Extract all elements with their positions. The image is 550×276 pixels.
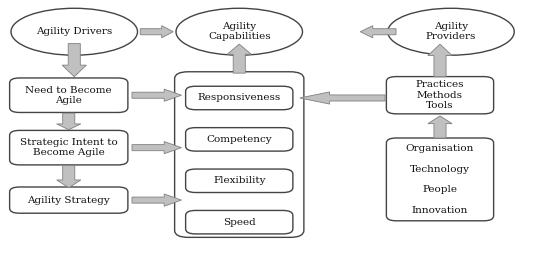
Text: Speed: Speed [223, 218, 256, 227]
Text: Agility Strategy: Agility Strategy [28, 196, 110, 205]
Text: Flexibility: Flexibility [213, 176, 266, 185]
FancyBboxPatch shape [175, 72, 304, 237]
Text: Practices
Methods
Tools: Practices Methods Tools [416, 80, 464, 110]
FancyArrow shape [62, 44, 86, 77]
Text: Agility
Providers: Agility Providers [426, 22, 476, 41]
Text: Strategic Intent to
Become Agile: Strategic Intent to Become Agile [20, 138, 118, 157]
FancyBboxPatch shape [186, 210, 293, 234]
FancyBboxPatch shape [186, 128, 293, 151]
Ellipse shape [11, 8, 138, 55]
FancyBboxPatch shape [186, 169, 293, 193]
FancyArrow shape [227, 44, 251, 73]
FancyArrow shape [132, 142, 182, 154]
FancyBboxPatch shape [386, 138, 494, 221]
FancyArrow shape [132, 89, 182, 101]
FancyArrow shape [132, 194, 182, 206]
FancyArrow shape [428, 44, 452, 77]
Text: Responsiveness: Responsiveness [197, 94, 281, 102]
Text: Agility
Capabilities: Agility Capabilities [208, 22, 271, 41]
FancyBboxPatch shape [10, 187, 128, 213]
FancyArrow shape [57, 113, 81, 130]
Text: Competency: Competency [206, 135, 272, 144]
FancyArrow shape [140, 26, 173, 38]
Text: Organisation

Technology

People

Innovation: Organisation Technology People Innovatio… [406, 144, 474, 215]
FancyArrow shape [57, 166, 81, 188]
FancyBboxPatch shape [186, 86, 293, 110]
Ellipse shape [388, 8, 514, 55]
FancyArrow shape [300, 92, 385, 104]
FancyArrow shape [428, 116, 452, 138]
Text: Need to Become
Agile: Need to Become Agile [25, 86, 112, 105]
Text: Agility Drivers: Agility Drivers [36, 27, 112, 36]
FancyBboxPatch shape [386, 76, 494, 114]
Ellipse shape [176, 8, 302, 55]
FancyBboxPatch shape [10, 130, 128, 165]
FancyBboxPatch shape [10, 78, 128, 113]
FancyArrow shape [360, 26, 396, 38]
